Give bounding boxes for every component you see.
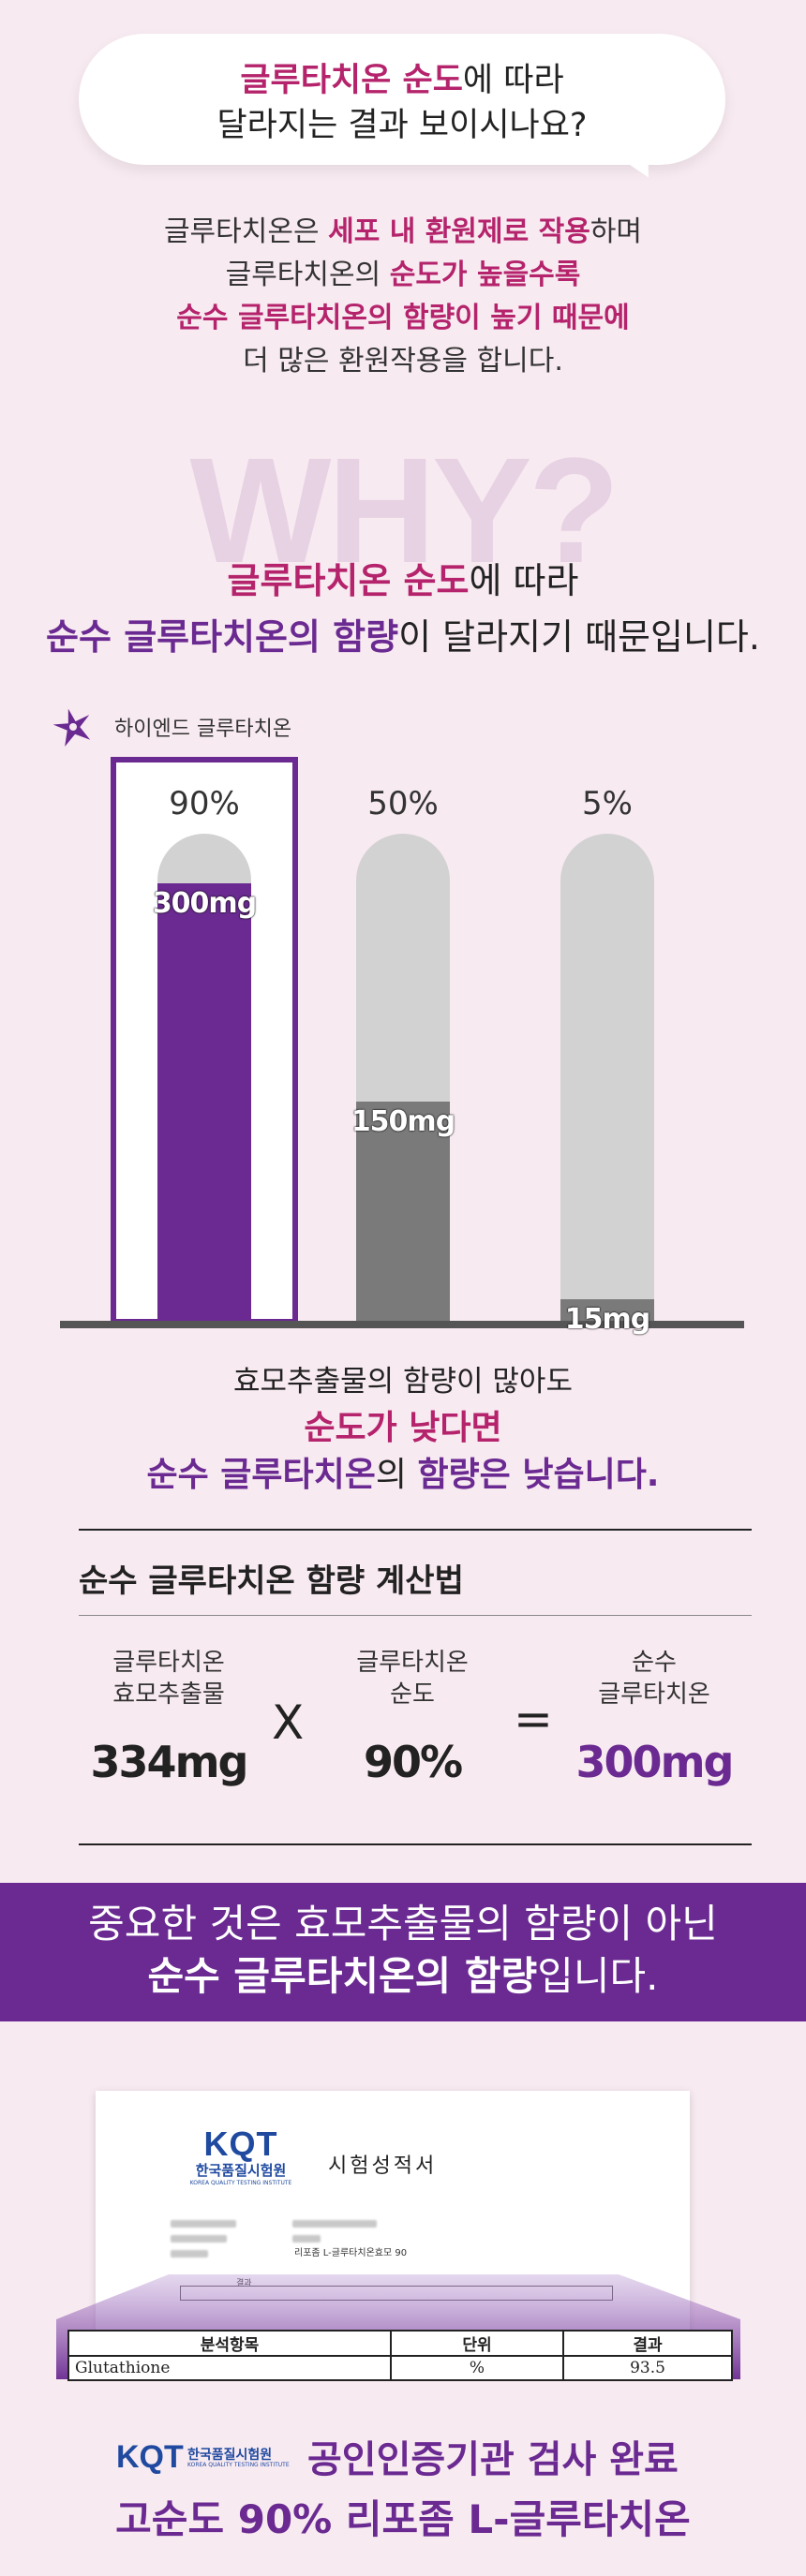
reason-heading: 글루타치온 순도에 따라 순수 글루타치온의 함량이 달라지기 때문입니다. [46, 560, 760, 658]
calc-result: 순수 글루타치온 300mg [575, 1649, 735, 1787]
column-header: 단위 [390, 2330, 564, 2357]
chart-baseline [60, 1321, 744, 1328]
banner-text: 중요한 것은 효모추출물의 함량이 아닌 순수 글루타치온의 함량입니다. [88, 1901, 718, 1999]
redacted-line [171, 2235, 227, 2243]
star-icon [52, 708, 91, 748]
report-sample-name: 리포좀 L-글루타치온효모 90 [294, 2248, 408, 2258]
table-header-row: 분석항목 단위 결과 [67, 2330, 733, 2357]
calc-title: 순수 글루타치온 함량 계산법 [79, 1562, 464, 1600]
table-cell: 93.5 [562, 2355, 733, 2381]
footer-line-2: 고순도 90% 리포좀 L-글루타치온 [115, 2496, 691, 2542]
redacted-line [292, 2235, 321, 2243]
bar-track [356, 834, 450, 1321]
column-header: 결과 [562, 2330, 733, 2357]
calc-purity: 글루타치온 순도 90% [356, 1649, 469, 1787]
column-header: 분석항목 [67, 2330, 392, 2357]
bar-category-label: 50% [367, 785, 439, 822]
footer-line-1: 공인인증기관 검사 완료 [307, 2438, 679, 2481]
divider-top [79, 1529, 752, 1531]
redacted-line [171, 2250, 208, 2258]
divider-mid [79, 1615, 752, 1616]
calc-extract: 글루타치온 효모추출물 334mg [90, 1649, 249, 1787]
report-title: 시험성적서 [328, 2154, 438, 2178]
table-cell: Glutathione [67, 2355, 392, 2381]
redacted-line [171, 2220, 236, 2228]
redacted-line [292, 2220, 377, 2228]
purple-banner [0, 1883, 806, 2021]
multiply-sign: X [272, 1695, 305, 1750]
bar-category-label: 90% [169, 785, 240, 822]
why-watermark: WHY? [189, 426, 619, 594]
table-cell: % [390, 2355, 564, 2381]
bar-track [560, 834, 654, 1321]
chart-legend-label: 하이엔드 글루타치온 [114, 718, 292, 741]
bar-category-label: 5% [582, 785, 633, 822]
bar-value-label: 150mg [351, 1105, 455, 1138]
bar [560, 1299, 654, 1321]
bar [157, 883, 251, 1321]
middle-text: 효모추출물의 함량이 많아도 순도가 낮다면 순수 글루타치온의 함량은 낮습니… [146, 1365, 660, 1494]
bubble-text: 글루타치온 순도에 따라 달라지는 결과 보이시나요? [216, 62, 588, 144]
equals-sign: = [514, 1692, 553, 1746]
table-row: Glutathione % 93.5 [67, 2355, 733, 2381]
bar-value-label: 300mg [152, 887, 257, 920]
bar-track [157, 834, 251, 1321]
speech-bubble [79, 34, 725, 165]
bar-value-label: 15mg [564, 1303, 650, 1336]
bar [356, 1102, 450, 1321]
divider-bottom [79, 1843, 752, 1845]
analysis-result-table: 분석항목 단위 결과 Glutathione % 93.5 [67, 2330, 733, 2381]
intro-paragraph: 글루타치온은 세포 내 환원제로 작용하며 글루타치온의 순도가 높을수록 순수… [163, 215, 643, 378]
report-logo: KQT 한국품질시험원 KOREA QUALITY TESTING INSTIT… [189, 2124, 292, 2187]
